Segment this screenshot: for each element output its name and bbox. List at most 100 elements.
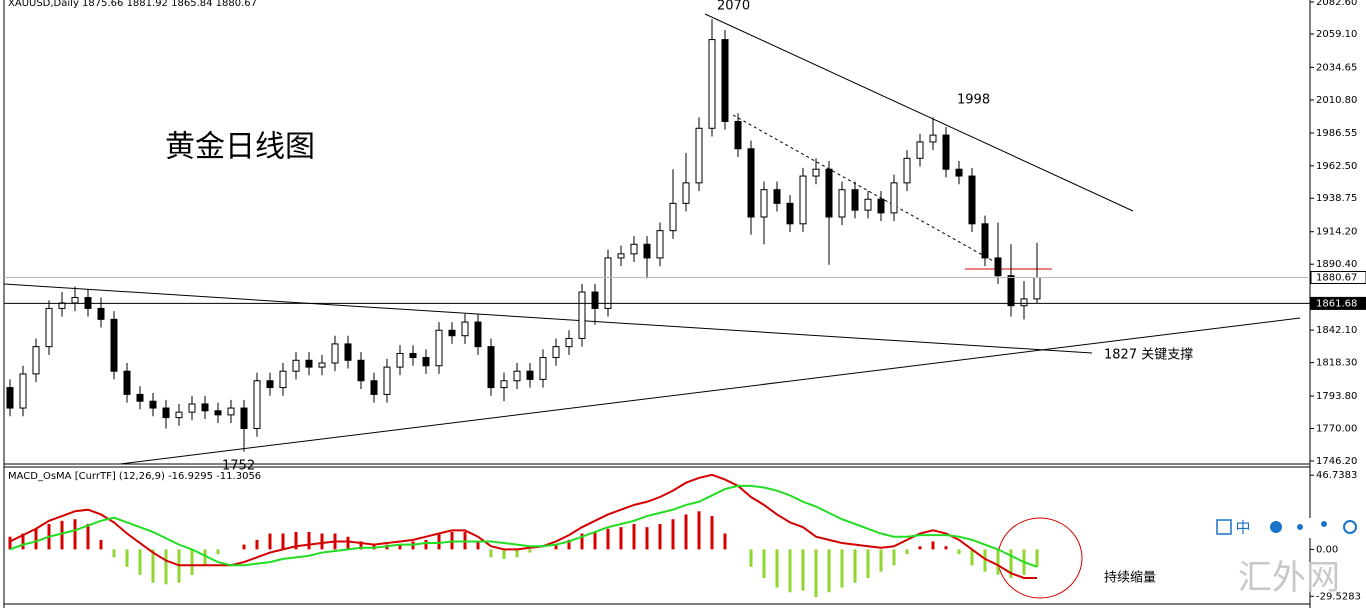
candle-body (591, 291, 599, 309)
candle-body (435, 329, 443, 367)
candle-body (539, 357, 547, 380)
candle-body (214, 410, 222, 416)
candle-body (123, 370, 131, 395)
trendline (732, 114, 996, 263)
candle-body (461, 321, 469, 337)
toolbar-icon[interactable]: 中 (1235, 519, 1250, 537)
indicator-line (9, 473, 1037, 579)
annotation: 1998 (957, 93, 990, 108)
candle-body (1020, 298, 1028, 307)
y-tick-label: 1818.30 (1316, 358, 1357, 369)
toolbar-icon[interactable] (1270, 521, 1282, 533)
candle-body (370, 380, 378, 395)
candle-body (331, 343, 339, 364)
y-tick-label: 1938.75 (1316, 193, 1357, 204)
annotation: 1827 关键支撑 (1104, 348, 1193, 363)
candle-body (305, 359, 313, 368)
trendline (119, 317, 1301, 465)
candle-body (942, 134, 950, 170)
candle-body (19, 373, 27, 409)
candle-body (409, 352, 417, 359)
y-tick-label: -29.5283 (1316, 591, 1361, 602)
annotation: 2070 (717, 0, 750, 14)
candle-body (396, 352, 404, 368)
candle-body (513, 370, 521, 382)
candle-body (266, 380, 274, 389)
candle-body (838, 189, 846, 218)
candle-body (916, 141, 924, 159)
candle-body (474, 321, 482, 348)
candle-body (136, 393, 144, 402)
toolbar-icon[interactable] (1297, 524, 1303, 530)
candle-body (747, 148, 755, 218)
trendline (3, 283, 1093, 354)
candle-body (448, 329, 456, 337)
candle-body (110, 318, 118, 372)
candle-body (786, 202, 794, 225)
annotation: 黄金日线图 (165, 130, 315, 165)
candle-body (825, 168, 833, 218)
y-tick-label: 1962.50 (1316, 161, 1357, 172)
candle-body (45, 307, 53, 348)
y-tick-label: 1746.20 (1316, 456, 1357, 467)
candle-body (656, 230, 664, 259)
candle-body (1007, 275, 1015, 307)
candle-body (383, 366, 391, 395)
candle-body (175, 411, 183, 419)
toolbar: 中 (1214, 518, 1364, 538)
candle-body (422, 357, 430, 367)
indicator-line (9, 484, 1038, 568)
candle-body (357, 359, 365, 382)
candle-body (955, 168, 963, 177)
candle-body (929, 134, 937, 143)
annotation: 1752 (222, 459, 255, 474)
price-tag (1310, 270, 1366, 284)
toolbar-icon[interactable] (1343, 520, 1357, 534)
price-tag (1310, 296, 1366, 310)
trendline (704, 13, 1134, 212)
y-tick-label: 1986.55 (1316, 128, 1357, 139)
price-tag-label: 1861.68 (1316, 298, 1357, 309)
candle-body (708, 39, 716, 129)
price-tag-label: 1880.67 (1316, 272, 1357, 283)
candle-body (578, 291, 586, 339)
y-tick-label: 1793.80 (1316, 391, 1357, 402)
candle-body (487, 346, 495, 389)
candle-body (500, 380, 508, 389)
candle-body (799, 175, 807, 225)
candle-body (292, 359, 300, 372)
candle-body (240, 407, 248, 430)
y-tick-label: 0.00 (1316, 544, 1338, 555)
candle-body (864, 198, 872, 211)
candle-body (188, 403, 196, 413)
candle-body (734, 120, 742, 150)
indicator-header: MACD_OsMA [CurrTF] (12,26,9) -16.9295 -1… (8, 471, 261, 482)
y-tick-label: 46.7383 (1316, 470, 1357, 481)
candle-body (812, 168, 820, 177)
watermark: 汇外网 (1238, 558, 1340, 598)
candle-body (71, 297, 79, 304)
candle-body (318, 362, 326, 368)
candle-body (201, 403, 209, 412)
trendlines (3, 13, 1301, 465)
candle-body (149, 400, 157, 409)
candle-body (227, 407, 235, 416)
candle-body (6, 387, 14, 409)
candle-body (279, 370, 287, 389)
candle-body (890, 182, 898, 214)
candle-body (682, 182, 690, 204)
candle-body (994, 257, 1002, 277)
y-tick-label: 2059.10 (1316, 29, 1357, 40)
candle-body (604, 257, 612, 309)
candle-body (903, 157, 911, 184)
toolbar-icon[interactable] (1216, 519, 1232, 535)
candle-body (1033, 276, 1041, 300)
candle-body (877, 198, 885, 214)
candle-body (773, 189, 781, 204)
toolbar-icon[interactable] (1321, 521, 1327, 527)
y-tick-label: 2082.60 (1316, 0, 1357, 8)
candle-body (695, 127, 703, 184)
y-tick-label: 2010.80 (1316, 95, 1357, 106)
annotation: 持续缩量 (1104, 570, 1156, 586)
